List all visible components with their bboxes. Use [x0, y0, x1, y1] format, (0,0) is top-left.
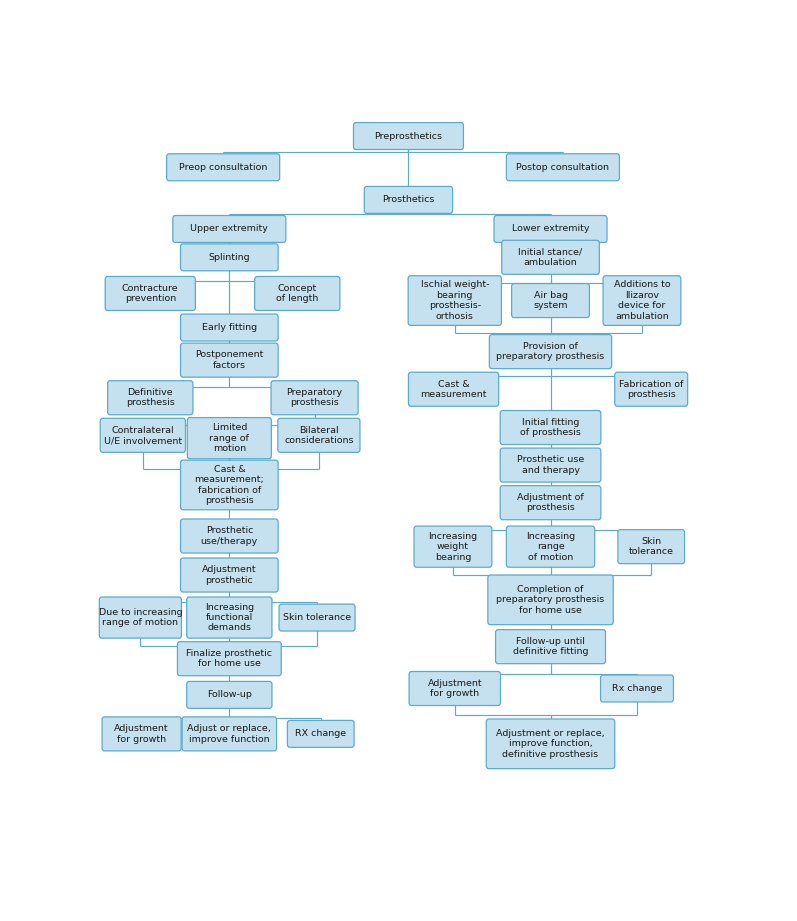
FancyBboxPatch shape [278, 418, 360, 452]
Text: Adjustment
prosthetic: Adjustment prosthetic [202, 565, 257, 585]
Text: Prosthetic
use/therapy: Prosthetic use/therapy [201, 526, 258, 546]
FancyBboxPatch shape [364, 186, 453, 214]
FancyBboxPatch shape [512, 284, 590, 318]
FancyBboxPatch shape [186, 682, 272, 708]
Text: Early fitting: Early fitting [202, 323, 257, 332]
FancyBboxPatch shape [603, 275, 681, 325]
Text: Postop consultation: Postop consultation [516, 163, 610, 171]
FancyBboxPatch shape [501, 485, 601, 519]
Text: Adjustment of
prosthesis: Adjustment of prosthesis [517, 493, 584, 512]
FancyBboxPatch shape [187, 417, 271, 459]
FancyBboxPatch shape [288, 720, 354, 747]
FancyBboxPatch shape [255, 276, 340, 310]
Text: Bilateral
considerations: Bilateral considerations [285, 426, 354, 445]
FancyBboxPatch shape [486, 719, 614, 769]
Text: Increasing
weight
bearing: Increasing weight bearing [428, 531, 477, 562]
FancyBboxPatch shape [409, 671, 501, 705]
Text: Finalize prosthetic
for home use: Finalize prosthetic for home use [186, 649, 273, 669]
FancyBboxPatch shape [408, 275, 501, 325]
FancyBboxPatch shape [488, 575, 613, 624]
Text: Skin
tolerance: Skin tolerance [629, 537, 673, 556]
Text: Contracture
prevention: Contracture prevention [122, 284, 179, 303]
Text: Definitive
prosthesis: Definitive prosthesis [126, 388, 175, 407]
Text: Adjustment
for growth: Adjustment for growth [114, 724, 169, 743]
FancyBboxPatch shape [181, 314, 278, 341]
FancyBboxPatch shape [181, 519, 278, 553]
FancyBboxPatch shape [102, 717, 181, 751]
FancyBboxPatch shape [494, 216, 607, 242]
Text: Preparatory
prosthesis: Preparatory prosthesis [286, 388, 343, 407]
FancyBboxPatch shape [614, 372, 688, 406]
FancyBboxPatch shape [181, 558, 278, 592]
FancyBboxPatch shape [618, 530, 685, 564]
Text: Due to increasing
range of motion: Due to increasing range of motion [99, 608, 183, 627]
Text: Increasing
functional
demands: Increasing functional demands [205, 602, 254, 633]
Text: Prosthetic use
and therapy: Prosthetic use and therapy [517, 455, 584, 475]
FancyBboxPatch shape [181, 244, 278, 271]
Text: Provision of
preparatory prosthesis: Provision of preparatory prosthesis [497, 342, 605, 361]
Text: Postponement
factors: Postponement factors [195, 351, 264, 370]
Text: Adjustment or replace,
improve function,
definitive prosthesis: Adjustment or replace, improve function,… [497, 729, 605, 759]
Text: Limited
range of
motion: Limited range of motion [210, 424, 249, 453]
Text: Adjustment
for growth: Adjustment for growth [427, 679, 482, 698]
Text: Completion of
preparatory prosthesis
for home use: Completion of preparatory prosthesis for… [497, 585, 605, 614]
Text: Follow-up: Follow-up [207, 691, 252, 699]
FancyBboxPatch shape [178, 642, 281, 676]
FancyBboxPatch shape [414, 526, 492, 567]
FancyBboxPatch shape [506, 154, 619, 181]
FancyBboxPatch shape [501, 449, 601, 482]
Text: Additions to
Ilizarov
device for
ambulation: Additions to Ilizarov device for ambulat… [614, 281, 670, 321]
Text: Cast &
measurement;
fabrication of
prosthesis: Cast & measurement; fabrication of prost… [194, 465, 265, 505]
FancyBboxPatch shape [408, 372, 499, 406]
FancyBboxPatch shape [186, 597, 272, 638]
Text: Ischial weight-
bearing
prosthesis-
orthosis: Ischial weight- bearing prosthesis- orth… [421, 281, 489, 321]
FancyBboxPatch shape [601, 675, 673, 702]
Text: Initial stance/
ambulation: Initial stance/ ambulation [518, 248, 583, 267]
Text: Splinting: Splinting [209, 253, 250, 262]
FancyBboxPatch shape [279, 604, 355, 631]
Text: Contralateral
U/E involvement: Contralateral U/E involvement [104, 426, 182, 445]
FancyBboxPatch shape [173, 216, 286, 242]
Text: RX change: RX change [295, 729, 347, 739]
FancyBboxPatch shape [182, 717, 277, 751]
Text: Follow-up until
definitive fitting: Follow-up until definitive fitting [512, 637, 588, 657]
FancyBboxPatch shape [496, 630, 606, 664]
Text: Lower extremity: Lower extremity [512, 225, 589, 233]
Text: Air bag
system: Air bag system [533, 291, 567, 310]
Text: Increasing
range
of motion: Increasing range of motion [526, 531, 575, 562]
Text: Adjust or replace,
improve function: Adjust or replace, improve function [187, 724, 271, 743]
Text: Upper extremity: Upper extremity [190, 225, 269, 233]
FancyBboxPatch shape [271, 380, 358, 414]
FancyBboxPatch shape [501, 411, 601, 445]
FancyBboxPatch shape [167, 154, 280, 181]
Text: Cast &
measurement: Cast & measurement [420, 379, 487, 399]
FancyBboxPatch shape [100, 597, 182, 638]
Text: Skin tolerance: Skin tolerance [283, 613, 351, 622]
FancyBboxPatch shape [354, 122, 463, 149]
FancyBboxPatch shape [489, 334, 611, 368]
FancyBboxPatch shape [181, 460, 278, 510]
Text: Concept
of length: Concept of length [276, 284, 319, 303]
FancyBboxPatch shape [100, 418, 186, 452]
Text: Preop consultation: Preop consultation [179, 163, 267, 171]
Text: Prosthetics: Prosthetics [383, 195, 434, 204]
FancyBboxPatch shape [105, 276, 195, 310]
FancyBboxPatch shape [506, 526, 595, 567]
FancyBboxPatch shape [108, 380, 193, 414]
FancyBboxPatch shape [502, 240, 599, 274]
Text: Preprosthetics: Preprosthetics [375, 132, 442, 141]
FancyBboxPatch shape [181, 344, 278, 378]
Text: Rx change: Rx change [612, 684, 662, 693]
Text: Fabrication of
prosthesis: Fabrication of prosthesis [619, 379, 683, 399]
Text: Initial fitting
of prosthesis: Initial fitting of prosthesis [520, 418, 581, 437]
